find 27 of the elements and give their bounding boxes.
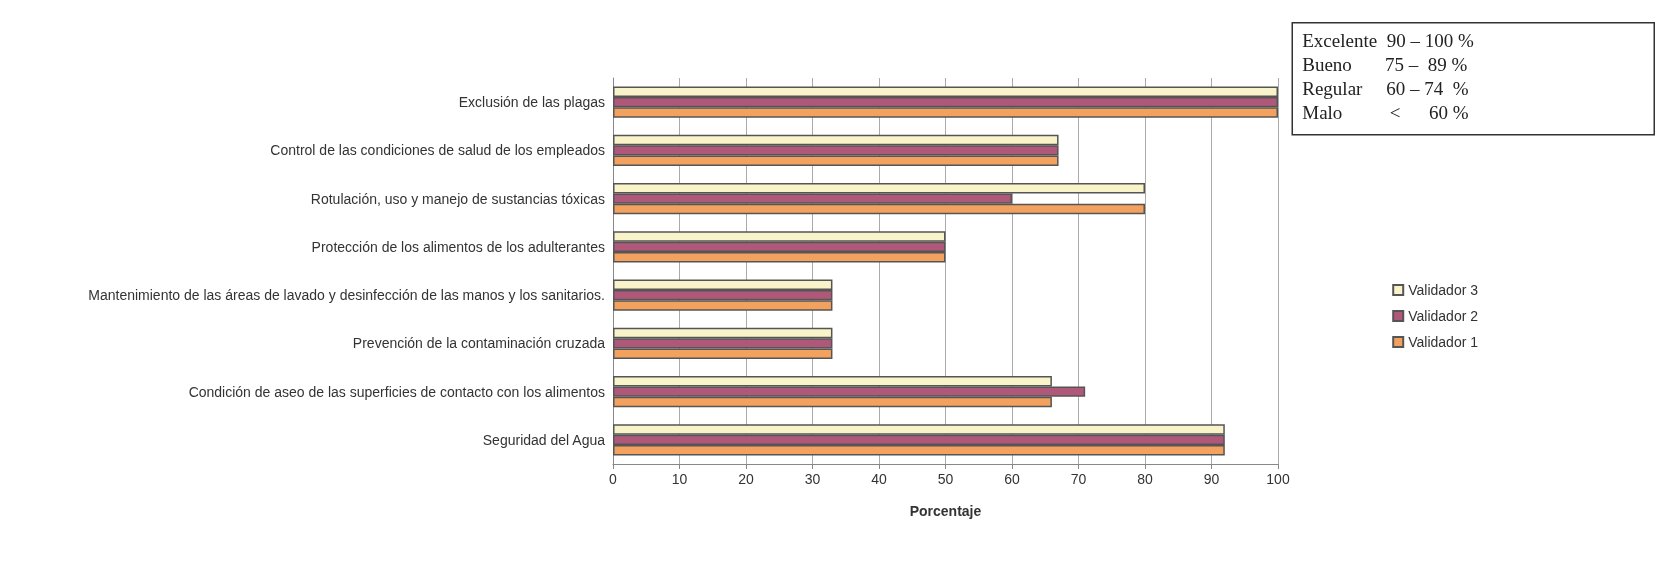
x-tick-label: 20 (738, 471, 754, 487)
y-tick-label: Control de las condiciones de salud de los empleados (270, 142, 605, 159)
y-tick-label: Rotulación, uso y manejo de sustancias tóxicas (310, 190, 605, 207)
text: Bueno 75 – 89 % (1302, 53, 1468, 75)
text: Malo < 60 % (1302, 101, 1469, 123)
x-tick-label: 40 (871, 471, 887, 487)
y-tick-label: Exclusión de las plagas (458, 94, 605, 111)
legend-label: Validador 3 (1408, 282, 1479, 298)
legend-label: Validador 2 (1408, 308, 1479, 324)
y-tick-label: Prevención de la contaminación cruzada (352, 335, 606, 352)
x-tick-label: 100 (1266, 471, 1290, 487)
x-axis-title: Porcentaje (909, 503, 982, 519)
x-tick-label: 80 (1137, 471, 1153, 487)
legend-label: Validador 1 (1408, 334, 1479, 350)
x-tick-label: 70 (1070, 471, 1087, 487)
x-tick-label: 50 (937, 471, 954, 487)
y-tick-label: Seguridad del Agua (482, 431, 606, 448)
text: Regular 60 – 74 % (1302, 77, 1469, 99)
x-tick-label: 90 (1203, 471, 1220, 487)
y-tick-label: Condición de aseo de las superficies de contacto con los alimentos (188, 383, 605, 400)
x-tick-label: 30 (804, 471, 821, 487)
y-tick-label: Protección de los alimentos de los adulterantes (311, 238, 605, 255)
text: Excelente 90 – 100 % (1302, 29, 1474, 51)
y-tick-label: Mantenimiento de las áreas de lavado y desinfección de las manos y los sanitarios. (88, 287, 605, 304)
x-tick-label: 60 (1004, 471, 1020, 487)
x-tick-label: 10 (671, 471, 688, 487)
x-tick-label: 0 (609, 471, 618, 487)
